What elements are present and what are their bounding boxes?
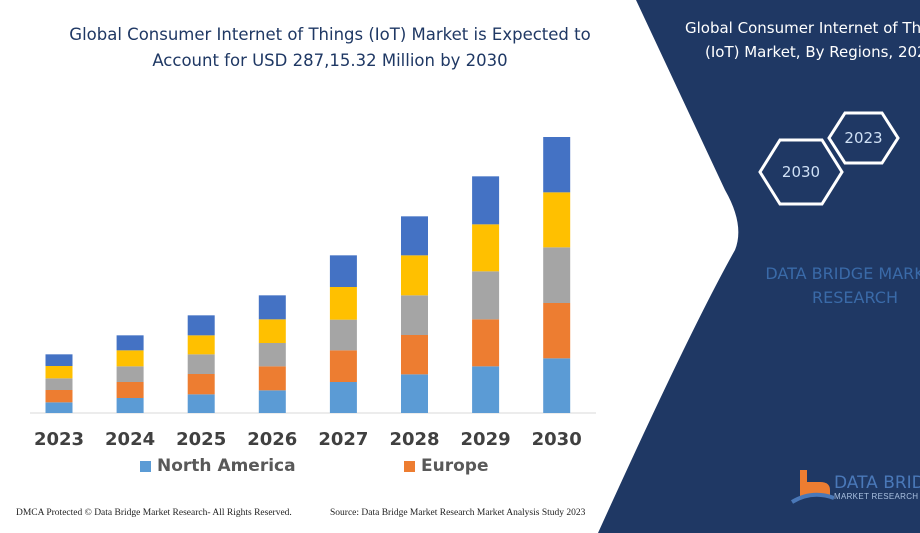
bar-segment-2024-series-4 (116, 335, 144, 351)
legend-item-north-america: North America (140, 456, 296, 476)
bar-segment-2026-series-3 (258, 319, 286, 343)
bar-segment-2025-series-2 (187, 354, 215, 374)
footer-copyright: DMCA Protected © Data Bridge Market Rese… (16, 508, 292, 518)
legend-item-europe: Europe (404, 456, 488, 476)
legend-label: North America (157, 456, 296, 476)
legend-swatch (140, 460, 151, 472)
panel-watermark-line-2: RESEARCH (812, 288, 898, 307)
bar-segment-2030-series-3 (543, 192, 571, 248)
x-tick-label: 2027 (318, 429, 369, 450)
company-logo: DATA BRIDGE MARKET RESEARCH (790, 468, 920, 508)
chart-title: Global Consumer Internet of Things (IoT)… (40, 22, 620, 74)
panel-title-line-1: Global Consumer Internet of Things (685, 19, 920, 37)
bar-segment-2027-series-0 (329, 382, 357, 413)
x-tick-label: 2025 (176, 429, 227, 450)
x-tick-label: 2030 (531, 429, 582, 450)
bars-group (45, 137, 571, 413)
bar-segment-2025-series-0 (187, 394, 215, 413)
bar-segment-2028-series-0 (401, 374, 428, 413)
bar-segment-2029-series-0 (472, 366, 500, 413)
bar-segment-2029-series-1 (472, 319, 500, 367)
bar-segment-2030-series-0 (543, 358, 571, 413)
panel-title-line-2: (IoT) Market, By Regions, 2023 (705, 43, 920, 61)
bar-segment-2027-series-2 (329, 319, 357, 351)
x-tick-label: 2026 (247, 429, 298, 450)
bar-segment-2025-series-4 (187, 315, 215, 336)
panel-watermark-line-1: DATA BRIDGE MARKET (765, 264, 920, 283)
hexagon-2023-outline (827, 111, 900, 165)
bar-segment-2030-series-2 (543, 247, 571, 303)
bar-segment-2023-series-4 (45, 354, 73, 366)
bar-segment-2028-series-3 (401, 255, 428, 296)
bar-segment-2024-series-3 (116, 350, 144, 367)
footer-source: Source: Data Bridge Market Research Mark… (330, 508, 586, 518)
chart-title-line-1: Global Consumer Internet of Things (IoT)… (69, 25, 591, 44)
bar-segment-2025-series-3 (187, 335, 215, 355)
bar-segment-2030-series-1 (543, 303, 571, 359)
hexagon-2030-outline (758, 138, 844, 206)
bar-segment-2028-series-4 (401, 216, 428, 256)
panel-title: Global Consumer Internet of Things (IoT)… (685, 16, 920, 64)
bar-segment-2025-series-1 (187, 374, 215, 395)
logo-text: DATA BRIDGE (834, 473, 920, 493)
hexagon-2023-label: 2023 (844, 129, 883, 147)
x-tick-label: 2029 (460, 429, 511, 450)
bar-segment-2026-series-4 (258, 295, 286, 320)
bar-segment-2029-series-2 (472, 271, 500, 320)
bar-segment-2027-series-4 (329, 255, 357, 287)
bar-segment-2023-series-2 (45, 378, 73, 390)
legend-label: Europe (421, 456, 489, 476)
legend-swatch (404, 460, 415, 472)
bar-segment-2024-series-2 (116, 366, 144, 382)
bar-segment-2023-series-3 (45, 366, 73, 379)
panel-watermark: DATA BRIDGE MARKET RESEARCH (740, 262, 920, 310)
logo-icon (790, 470, 834, 504)
bar-segment-2026-series-0 (258, 390, 286, 413)
bar-segment-2027-series-3 (329, 287, 357, 320)
bar-segment-2026-series-2 (258, 343, 286, 367)
logo-subtext: MARKET RESEARCH (834, 492, 919, 501)
bar-segment-2029-series-4 (472, 176, 500, 225)
bar-segment-2028-series-1 (401, 335, 428, 375)
x-tick-label: 2023 (33, 429, 85, 450)
chart-title-line-2: Account for USD 287,15.32 Million by 203… (152, 51, 508, 70)
bar-segment-2029-series-3 (472, 224, 500, 272)
bar-segment-2026-series-1 (258, 366, 286, 391)
x-tick-label: 2024 (105, 429, 156, 450)
bar-segment-2023-series-1 (45, 390, 73, 403)
bar-segment-2024-series-1 (116, 382, 144, 398)
bar-segment-2024-series-0 (116, 398, 144, 413)
bar-segment-2030-series-4 (543, 137, 571, 193)
x-tick-label: 2028 (389, 429, 440, 450)
bar-segment-2023-series-0 (45, 402, 73, 413)
hexagon-2030-label: 2030 (781, 163, 821, 181)
bar-segment-2028-series-2 (401, 295, 428, 335)
bar-segment-2027-series-1 (329, 350, 357, 382)
navy-panel (598, 0, 920, 533)
